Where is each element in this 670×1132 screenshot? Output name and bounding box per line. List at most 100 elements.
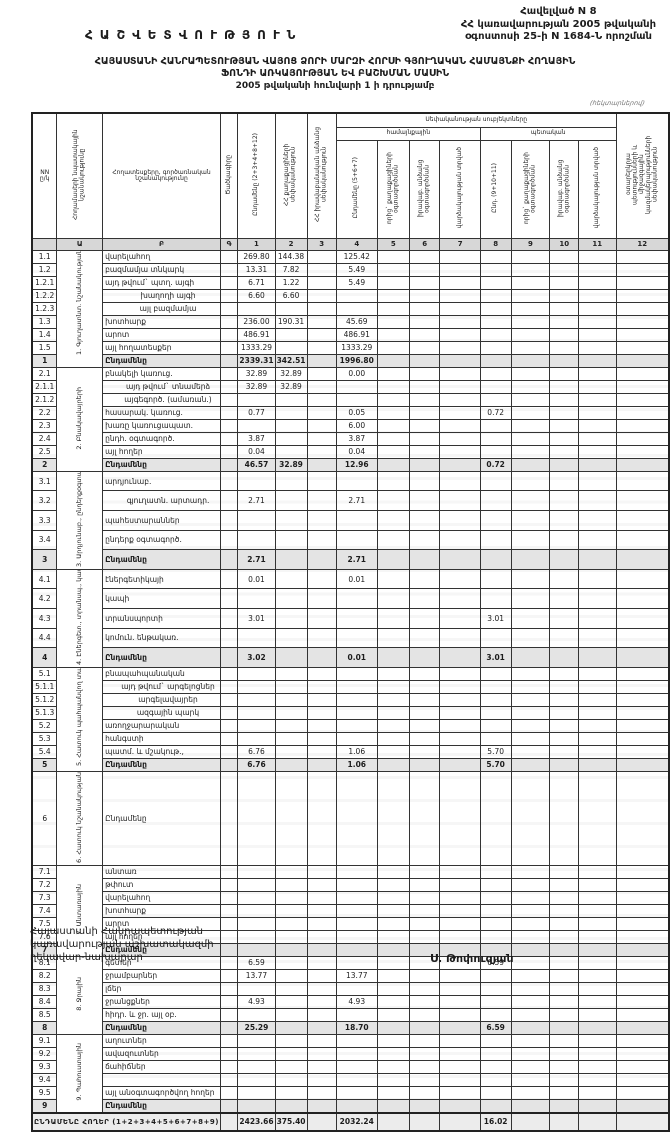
cell-col-2: 1.22	[274, 275, 308, 290]
cell-col-9	[510, 607, 551, 629]
cell-col-10	[549, 929, 579, 944]
row-label: արդյունաբ.	[102, 470, 221, 492]
cell-nn: 2.1	[31, 366, 58, 381]
cell-col-6	[408, 262, 441, 277]
cell-col-11	[578, 1072, 617, 1087]
cell-col-6	[408, 275, 441, 290]
cell-nn: 3.4	[31, 529, 58, 551]
cell-col-4	[335, 470, 378, 492]
cell-col-4	[335, 607, 378, 629]
cell-col-5	[376, 1007, 410, 1022]
cell-col-8	[479, 929, 512, 944]
row-label: Ընդամենը	[102, 770, 221, 866]
cell-col-5	[376, 968, 410, 983]
cell-col-6	[408, 916, 441, 931]
cell-col-3	[306, 718, 337, 733]
table-row: 4.2 կապի	[31, 588, 670, 609]
cell-col-3	[306, 744, 337, 759]
cell-col-1: 32.89	[237, 366, 276, 381]
cell-col-6	[408, 490, 441, 511]
cell-col-3	[306, 903, 337, 918]
cell-col-5	[376, 275, 410, 290]
cell-col-1	[237, 627, 276, 649]
cell-col-8: 5.70	[479, 757, 512, 772]
cell-col-1	[237, 770, 276, 866]
cell-col-6	[408, 679, 441, 694]
row-label: ավազուտներ	[102, 1046, 221, 1061]
cell-col-8: 0.72	[479, 457, 512, 472]
cell-col-11	[578, 549, 617, 570]
table-row: 9.3 ճահիճներ	[31, 1059, 670, 1074]
cell-col-7	[439, 1020, 481, 1035]
cell-col-8	[479, 864, 512, 879]
letter-cell	[31, 237, 58, 251]
cell-col-9	[510, 647, 551, 668]
cell-col-5	[376, 509, 410, 531]
cell-col-5	[376, 757, 410, 772]
cell-col-9	[510, 955, 551, 970]
cell-col-g	[219, 968, 239, 983]
cell-col-1	[237, 903, 276, 918]
cell-col-g	[219, 981, 239, 996]
cell-col-8	[479, 1007, 512, 1022]
row-label: այդ թվում` տնամերձ	[102, 379, 221, 394]
cell-col-10	[549, 942, 579, 957]
cell-col-5	[376, 744, 410, 759]
grand-total-row: ԸՆԴԱՄԵՆԸ ՀՈՂԵՐ (1+2+3+4+5+6+7+8+9) 2423.6…	[31, 1111, 670, 1132]
cell-col-10	[549, 994, 579, 1009]
cell-col-12	[615, 955, 670, 970]
cell-col-10	[549, 981, 579, 996]
cell-col-5	[376, 457, 410, 472]
cell-col-6	[408, 647, 441, 668]
cell-col-2	[274, 981, 308, 996]
cell-col-1	[237, 718, 276, 733]
cell-col-4	[335, 731, 378, 746]
cell-col-g	[219, 1085, 239, 1100]
cell-col-1	[237, 1007, 276, 1022]
cell-col-1	[237, 1046, 276, 1061]
cell-col-g	[219, 490, 239, 511]
cell-col-4	[335, 1046, 378, 1061]
cell-col-1	[237, 692, 276, 707]
row-label: պահեստարաններ	[102, 509, 221, 531]
cell-col-11	[578, 340, 617, 355]
cell-col-1	[237, 929, 276, 944]
section-label: 4. Էներգետ., տրանսպ., կապի, կոմունալ ենթ…	[56, 568, 104, 668]
cell-nn: 9.5	[31, 1085, 58, 1100]
cell-col-8	[479, 314, 512, 329]
cell-col-7	[439, 627, 481, 649]
letter-cell: 1	[237, 237, 276, 251]
cell-col-2	[274, 340, 308, 355]
cell-col-5	[376, 431, 410, 446]
cell-col-10	[549, 262, 579, 277]
cell-col-g	[219, 942, 239, 957]
land-balance-table: NN ը/կ Հողամասերի նպատակային նշանակությո…	[31, 112, 670, 1132]
cell-col-1	[237, 890, 276, 905]
table-row: 5.1.2 արգելավայրեր	[31, 692, 670, 707]
table-row: 5 Ընդամենը 6.76 1.06 5.70	[31, 757, 670, 772]
cell-col-3	[306, 994, 337, 1009]
cell-col-4: 1333.29	[335, 340, 378, 355]
cell-col-8	[479, 490, 512, 511]
cell-col-11	[578, 457, 617, 472]
cell-col-9	[510, 327, 551, 342]
cell-col-10	[549, 864, 579, 879]
cell-col-12	[615, 1059, 670, 1074]
cell-col-9	[510, 994, 551, 1009]
cell-col-9	[510, 916, 551, 931]
cell-col-1: 2423.66	[237, 1111, 276, 1132]
cell-col-g	[219, 890, 239, 905]
cell-col-2	[274, 877, 308, 892]
cell-col-8	[479, 718, 512, 733]
cell-col-g	[219, 431, 239, 446]
cell-col-4	[335, 1098, 378, 1114]
table-row: 5.4 պատմ. և մշակութ., 6.76 1.06 5.70	[31, 744, 670, 759]
row-label: հիդր. և ջր. այլ օբ.	[102, 1007, 221, 1022]
cell-col-2	[274, 549, 308, 570]
table-row: 9.2 ավազուտներ	[31, 1046, 670, 1061]
cell-nn: 1.2.3	[31, 301, 58, 316]
cell-col-12	[615, 942, 670, 957]
cell-col-11	[578, 405, 617, 420]
cell-nn: 2.5	[31, 444, 58, 459]
cell-col-9	[510, 457, 551, 472]
